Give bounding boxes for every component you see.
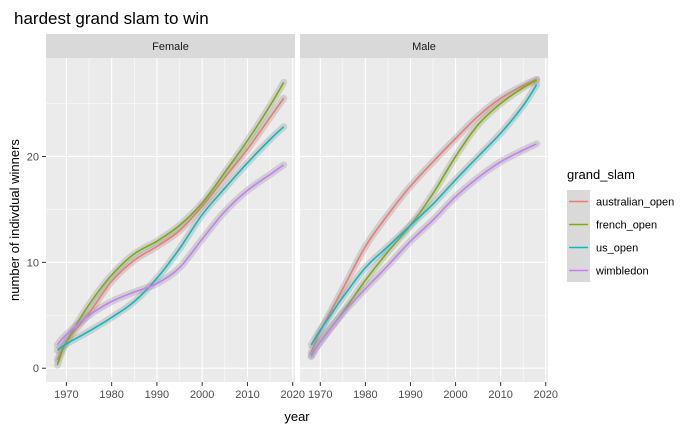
x-axis-female: 1970 1980 1990 2000 2010 2020 (54, 382, 305, 401)
series-line-wimbledon (56, 164, 285, 346)
legend-label: wimbledon (595, 266, 649, 278)
series-line-us_open (56, 126, 285, 351)
facet-strip-female (46, 34, 295, 58)
y-tick-label: 0 (33, 363, 39, 375)
series-line-us_open (310, 84, 538, 346)
series-female (53, 78, 288, 369)
x-axis-male: 1970 1980 1990 2000 2010 2020 (308, 382, 558, 401)
facet-strip-male (300, 34, 548, 58)
x-tick-label: 2010 (235, 389, 259, 401)
series-line-french_open (56, 81, 285, 366)
series-line-australian_open (56, 97, 285, 361)
x-tick-label: 1970 (308, 389, 332, 401)
y-tick-label: 10 (27, 257, 39, 269)
x-tick-label: 1970 (54, 389, 78, 401)
chart-title: hardest grand slam to win (14, 9, 209, 28)
y-axis: 0 10 20 (27, 151, 46, 375)
x-tick-label: 2020 (534, 389, 558, 401)
gridlines-male (300, 58, 548, 382)
x-axis-title: year (284, 409, 310, 424)
legend: grand_slam australian_open french_open us_… (567, 167, 674, 282)
x-tick-label: 1990 (145, 389, 169, 401)
facet-strip-label-female: Female (152, 41, 189, 53)
x-tick-label: 1980 (353, 389, 377, 401)
legend-title: grand_slam (567, 167, 635, 182)
panel-background-female (46, 58, 295, 382)
legend-label: us_open (596, 243, 638, 255)
legend-label: french_open (596, 220, 657, 232)
y-tick-label: 20 (27, 151, 39, 163)
x-tick-label: 1980 (99, 389, 123, 401)
series-line-australian_open (310, 78, 538, 353)
series-line-wimbledon (310, 143, 538, 358)
y-axis-title: number of indivdual winners (7, 139, 22, 301)
facet-male: Male (300, 34, 548, 382)
x-tick-label: 2020 (280, 389, 304, 401)
series-male (307, 75, 541, 361)
facet-strip-label-male: Male (412, 41, 436, 53)
legend-items: australian_open french_open us_openwimbled… (567, 190, 674, 282)
x-tick-label: 2000 (190, 389, 214, 401)
x-tick-label: 2010 (488, 389, 512, 401)
legend-label: australian_open (596, 197, 674, 209)
x-tick-label: 2000 (443, 389, 467, 401)
facet-female: Female (46, 34, 295, 382)
x-tick-label: 1990 (398, 389, 422, 401)
panel-background-male (300, 58, 548, 382)
